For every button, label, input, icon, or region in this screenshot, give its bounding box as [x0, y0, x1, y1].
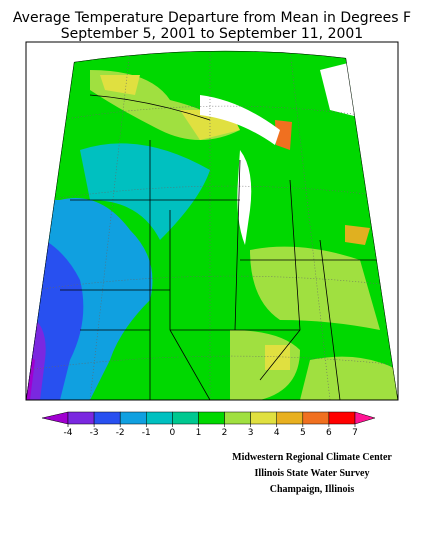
colorbar-tick-label: 2: [222, 428, 228, 438]
colorbar-segment: [93, 411, 121, 425]
colorbar-segment: [67, 411, 95, 425]
credit: Illinois State Water Survey: [255, 468, 370, 479]
colorbar-segment: [302, 411, 330, 425]
colorbar-tick-label: -2: [116, 428, 125, 438]
colorbar-segment: [328, 411, 356, 425]
colorbar-segment: [146, 411, 173, 425]
colorbar: -4 -3 -2 -1 0 1 2 3 4 5 6 7: [41, 411, 376, 438]
colorbar-tick-label: -3: [90, 428, 99, 438]
colorbar-segment: [276, 411, 304, 425]
colorbar-segment: [172, 411, 199, 425]
colorbar-tick-label: 3: [248, 428, 254, 438]
colorbar-segment: [119, 411, 147, 425]
map-frame: [25, 41, 399, 401]
colorbar-tick-label: -1: [142, 428, 151, 438]
colorbar-tick-label: 7: [352, 428, 358, 438]
colorbar-tick-label: 6: [326, 428, 332, 438]
colorbar-segment: [250, 411, 277, 425]
title: Average Temperature Departure from Mean …: [13, 10, 411, 26]
colorbar-arrow: [41, 411, 69, 425]
colorbar-segment: [198, 411, 225, 425]
colorbar-arrow: [354, 411, 376, 425]
colorbar-tick-label: 4: [274, 428, 280, 438]
colorbar-segment: [224, 411, 251, 425]
colorbar-tick-label: -4: [64, 428, 73, 438]
subtitle: September 5, 2001 to September 11, 2001: [61, 26, 363, 42]
credit: Champaign, Illinois: [270, 484, 355, 495]
colorbar-tick-label: 1: [196, 428, 202, 438]
colorbar-tick-label: 5: [300, 428, 306, 438]
colorbar-tick-label: 0: [169, 428, 175, 438]
credit: Midwestern Regional Climate Center: [232, 452, 392, 463]
map: [26, 50, 398, 401]
